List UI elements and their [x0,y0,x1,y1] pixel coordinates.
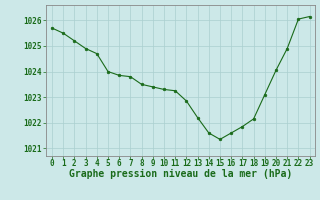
X-axis label: Graphe pression niveau de la mer (hPa): Graphe pression niveau de la mer (hPa) [69,169,292,179]
